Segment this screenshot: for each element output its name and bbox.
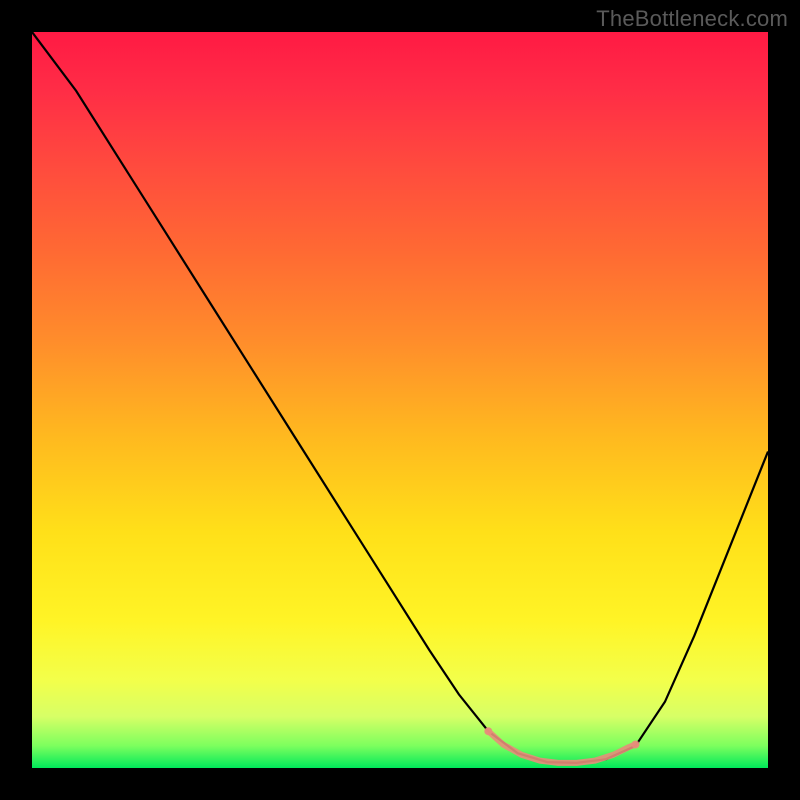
highlight-strip: [488, 731, 635, 763]
highlight-marker: [484, 727, 492, 735]
highlight-marker: [632, 740, 640, 748]
watermark-label: TheBottleneck.com: [596, 6, 788, 32]
bottleneck-curve: [32, 32, 768, 763]
plot-svg: [32, 32, 768, 768]
chart-container: TheBottleneck.com: [0, 0, 800, 800]
